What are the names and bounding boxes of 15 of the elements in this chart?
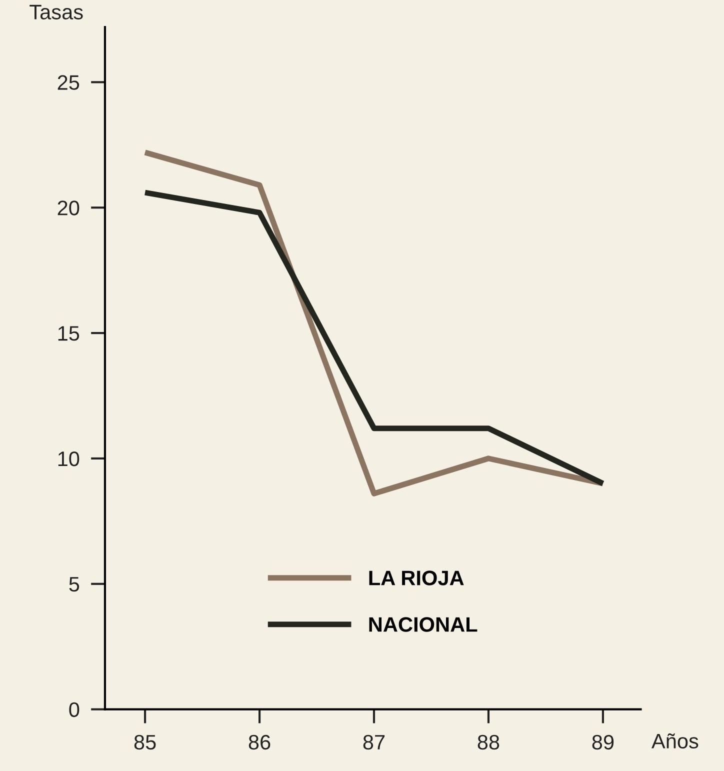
y-tick-label: 0 [69,702,80,718]
y-tick-label: 20 [58,200,80,216]
x-axis-title: Años [651,733,698,749]
x-tick-label: 85 [134,734,156,750]
y-axis-title: Tasas [30,4,83,20]
x-tick-label: 86 [248,734,270,750]
legend-label: LA RIOJA [369,570,464,586]
x-tick-label: 89 [592,734,614,750]
legend-label: NACIONAL [369,617,478,632]
y-tick-label: 15 [58,326,80,341]
x-tick-label: 87 [363,734,385,750]
y-tick-label: 25 [58,75,80,90]
x-tick-label: 88 [478,734,500,750]
y-tick-label: 5 [69,577,80,592]
y-tick-label: 10 [58,451,80,466]
